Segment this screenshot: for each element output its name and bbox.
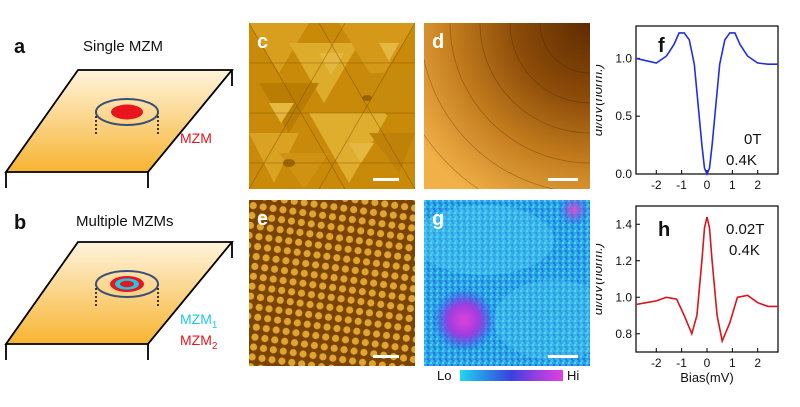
y-tick-label: 0.0: [615, 167, 632, 181]
scale-bar: [373, 355, 399, 358]
stm-topography-c: c: [249, 23, 415, 189]
x-tick-label: -2: [651, 356, 662, 370]
panel-label-b: b: [14, 212, 27, 234]
series-line: [635, 216, 778, 344]
sample-slab: [4, 69, 234, 173]
scale-bar: [373, 178, 399, 181]
x-tick-label: 1: [729, 356, 736, 370]
x-tick-label: 0: [704, 356, 711, 370]
panel-b-title: Multiple MZMs: [76, 213, 174, 230]
panel-a-title: Single MZM: [83, 38, 164, 55]
x-tick-label: -1: [676, 356, 687, 370]
panel-label-e: e: [257, 208, 269, 230]
panel-label-d: d: [432, 31, 445, 53]
y-tick-label: 1.2: [615, 254, 632, 268]
scale-bar: [548, 355, 578, 358]
single-mzm-schematic: MZM: [4, 69, 234, 188]
x-tick-label: 2: [754, 178, 761, 192]
spectrum-chart-h: -2 -1 0 1 20.81.01.21.4dI/dV(norm.)Bias(mV) …: [596, 205, 779, 385]
vortex-ring: [95, 270, 159, 298]
y-axis-label: dI/dV(norm.): [596, 243, 605, 315]
x-tick-label: -1: [676, 178, 687, 192]
panel-label-c: c: [257, 31, 269, 53]
x-tick-label: 2: [754, 356, 761, 370]
field-label-f: 0T: [744, 131, 762, 148]
panel-label-a: a: [14, 36, 26, 58]
y-tick-label: 1.0: [615, 290, 632, 304]
panel-label-f: f: [658, 35, 665, 57]
vortex-ring: [95, 98, 159, 126]
colorbar: [460, 370, 563, 381]
panel-label-g: g: [432, 208, 445, 230]
field-label-h: 0.02T: [726, 221, 764, 238]
x-tick-label: 1: [729, 178, 736, 192]
panel-label-h: h: [658, 219, 670, 241]
y-tick-label: 0.8: [615, 327, 632, 341]
mzm-label: MZM: [180, 130, 212, 146]
mzm1-label: MZM1: [180, 311, 218, 331]
stm-map-d: d: [424, 23, 590, 189]
sample-slab: [4, 241, 234, 345]
dIdV-map-g: g: [424, 200, 590, 366]
colorbar-low-label: Lo: [437, 368, 452, 383]
temperature-label-h: 0.4K: [729, 242, 760, 259]
mzm2-core: [120, 280, 134, 288]
multiple-mzm-schematic: MZM1 MZM2: [4, 241, 234, 360]
temperature-label-f: 0.4K: [726, 152, 757, 169]
stm-atomic-lattice-e: e: [249, 200, 415, 366]
mzm-spot: [111, 104, 143, 120]
y-tick-label: 1.0: [615, 51, 632, 65]
y-tick-label: 0.5: [615, 109, 632, 123]
y-axis-label: dI/dV(norm.): [596, 64, 605, 136]
x-axis-label: Bias(mV): [680, 370, 733, 385]
series-line: [635, 32, 778, 177]
y-tick-label: 1.4: [615, 217, 632, 231]
scale-bar: [548, 178, 578, 181]
spectrum-chart-f: -2 -1 0 1 2 0.0 0.5 1.0 dI/dV(norm.) f 0T 0.4K: [596, 25, 779, 192]
x-tick-label: -2: [651, 178, 662, 192]
x-tick-label: 0: [704, 178, 711, 192]
mzm2-label: MZM2: [180, 332, 218, 352]
colorbar-high-label: Hi: [567, 368, 580, 383]
